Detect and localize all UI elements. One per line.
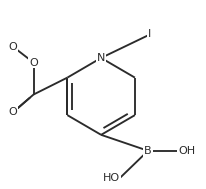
Text: O: O [29, 58, 38, 68]
Text: O: O [9, 42, 17, 52]
Text: N: N [97, 53, 105, 63]
Text: OH: OH [178, 146, 195, 156]
Text: I: I [148, 29, 152, 40]
Text: B: B [144, 146, 152, 156]
Text: HO: HO [103, 173, 120, 183]
Text: O: O [9, 107, 17, 117]
